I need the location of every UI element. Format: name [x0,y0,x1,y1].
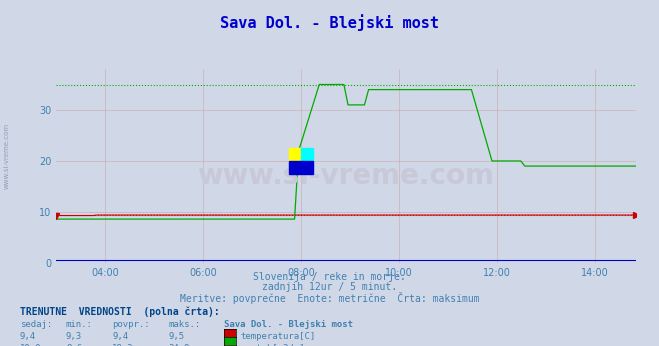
Text: 9,4: 9,4 [20,332,36,341]
Text: povpr.:: povpr.: [112,320,150,329]
Text: 34,9: 34,9 [168,344,190,346]
Bar [301,148,313,161]
Text: min.:: min.: [66,320,93,329]
Text: Slovenija / reke in morje.: Slovenija / reke in morje. [253,272,406,282]
Text: zadnjih 12ur / 5 minut.: zadnjih 12ur / 5 minut. [262,282,397,292]
Text: 9,3: 9,3 [66,332,82,341]
Bar [289,161,313,174]
Text: pretok[m3/s]: pretok[m3/s] [241,344,305,346]
Text: sedaj:: sedaj: [20,320,52,329]
Text: Sava Dol. - Blejski most: Sava Dol. - Blejski most [220,14,439,31]
Text: Meritve: povprečne  Enote: metrične  Črta: maksimum: Meritve: povprečne Enote: metrične Črta:… [180,292,479,304]
Text: temperatura[C]: temperatura[C] [241,332,316,341]
Text: www.si-vreme.com: www.si-vreme.com [198,162,494,190]
Text: 8,6: 8,6 [66,344,82,346]
Text: 19,0: 19,0 [20,344,42,346]
Text: 9,4: 9,4 [112,332,128,341]
Bar [289,148,301,161]
Text: TRENUTNE  VREDNOSTI  (polna črta):: TRENUTNE VREDNOSTI (polna črta): [20,306,219,317]
Text: 9,5: 9,5 [168,332,184,341]
Text: maks.:: maks.: [168,320,200,329]
Text: Sava Dol. - Blejski most: Sava Dol. - Blejski most [224,320,353,329]
Text: www.si-vreme.com: www.si-vreme.com [3,122,10,189]
Text: 18,3: 18,3 [112,344,134,346]
